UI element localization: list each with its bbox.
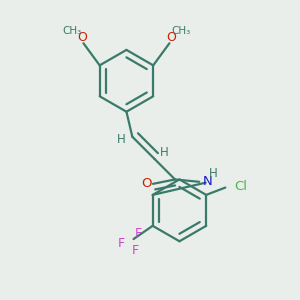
Text: H: H <box>160 146 168 159</box>
Text: CH₃: CH₃ <box>172 26 191 36</box>
Text: F: F <box>131 244 139 257</box>
Text: O: O <box>166 31 176 44</box>
Text: F: F <box>134 227 142 240</box>
Text: CH₃: CH₃ <box>62 26 81 36</box>
Text: H: H <box>209 167 218 180</box>
Text: N: N <box>203 175 213 188</box>
Text: Cl: Cl <box>234 180 247 193</box>
Text: O: O <box>141 177 152 190</box>
Text: H: H <box>117 133 125 146</box>
Text: F: F <box>118 237 125 250</box>
Text: O: O <box>77 31 87 44</box>
